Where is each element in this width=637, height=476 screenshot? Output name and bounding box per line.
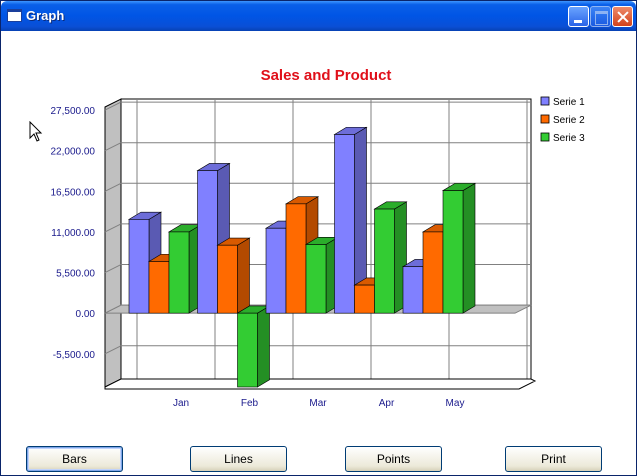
bar-serie-3-jan [168,231,190,314]
maximize-button[interactable] [590,6,611,27]
gridline-wall [104,264,122,273]
gridline-wall [104,223,122,233]
bar-side [462,182,476,314]
legend-swatch [540,96,550,106]
bar-serie-1-mar [265,227,287,314]
x-tick-label: Jan [173,398,189,409]
print-button[interactable]: Print [505,446,602,472]
window-title: Graph [26,8,65,23]
y-tick-label: 22,000.00 [51,147,96,158]
close-button[interactable] [612,6,633,27]
bar-serie-3-mar [305,244,327,314]
y-tick-label: 11,000.00 [51,228,95,239]
chart-floor-frame [104,378,537,390]
bar-serie-3-apr [374,208,395,314]
bar-chart: 27,500.00 22,000.00 16,500.00 11,000.00 5,50… [51,67,586,409]
y-tick-label: 5,500.00 [56,269,95,280]
gridline-wall [104,142,122,152]
chart-left-wall [104,98,122,388]
mouse-cursor-icon [29,121,43,142]
y-tick-label: 16,500.00 [51,187,96,198]
bar-side [257,305,270,388]
legend-label: Serie 2 [553,115,585,126]
bar-serie-1-may [402,266,424,314]
bar-serie-3-may [442,190,464,314]
gridline-wall [104,182,122,192]
bar-serie-1-apr [334,134,355,314]
x-tick-label: Apr [379,398,395,409]
chart-title: Sales and Product [261,67,392,84]
bar-serie-2-jan [148,261,170,314]
bar-side [237,237,250,314]
y-tick-label: 0.00 [76,309,96,320]
legend-swatch [540,132,550,142]
y-tick-label: 27,500.00 [51,106,96,117]
gridline-wall [104,345,122,355]
bar-serie-3-feb [237,312,258,388]
legend-label: Serie 3 [553,133,585,144]
bars-button[interactable]: Bars [26,446,123,472]
title-bar[interactable]: Graph [1,1,636,31]
points-button[interactable]: Points [345,446,442,472]
bar-serie-2-feb [217,244,238,314]
bar-serie-2-may [422,231,444,314]
legend-label: Serie 1 [553,97,585,108]
y-tick-label: -5,500.00 [53,350,96,361]
legend-swatch [540,114,550,124]
gridline-wall [104,101,122,111]
x-tick-label: Mar [309,398,327,409]
minimize-button[interactable] [568,6,589,27]
lines-button[interactable]: Lines [190,446,287,472]
bar-serie-1-jan [128,219,150,314]
x-tick-label: May [446,398,465,409]
bar-serie-2-mar [285,203,307,314]
x-tick-label: Feb [241,398,259,409]
app-window-icon [7,9,22,22]
bar-serie-2-apr [354,284,375,314]
bar-serie-1-feb [197,170,218,314]
